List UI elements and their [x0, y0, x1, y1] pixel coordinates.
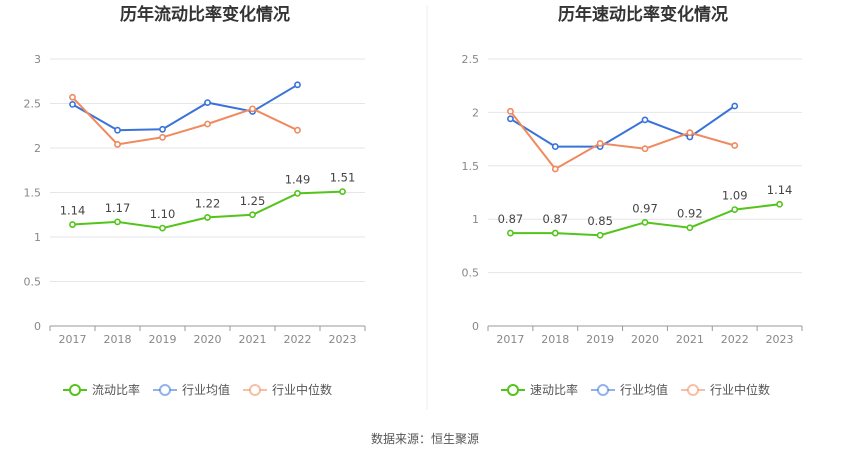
legend-label: 速动比率 — [530, 382, 578, 397]
data-point-avg — [69, 100, 76, 108]
data-point-median — [731, 142, 739, 149]
series-line-median — [71, 96, 298, 146]
data-point-avg — [731, 102, 739, 110]
data-point-main — [507, 229, 514, 237]
chart-title: 历年流动比率变化情况 — [120, 4, 290, 25]
data-point-main — [731, 206, 739, 213]
legend-label: 流动比率 — [92, 382, 140, 397]
y-tick-label: 0 — [472, 320, 479, 333]
source-note: 数据来源：恒生聚源 — [371, 431, 479, 446]
data-label: 0.87 — [542, 212, 568, 226]
data-point-avg — [204, 99, 211, 107]
quick-ratio-chart: 历年速动比率变化情况 0 0.5 1 1.5 2 2.5 2017 2018 2019 2020 20… — [462, 4, 803, 397]
y-tick-label: 2.5 — [462, 53, 480, 66]
x-tick-label: 2021 — [676, 333, 704, 346]
data-label: 1.17 — [105, 201, 131, 215]
data-label: 0.85 — [587, 214, 613, 228]
y-tick-label: 2 — [472, 106, 479, 119]
y-tick-label: 0 — [34, 320, 41, 333]
x-tick-label: 2019 — [149, 333, 177, 346]
legend-marker-median — [249, 384, 261, 396]
legend-marker-main — [507, 384, 519, 396]
data-point-main — [114, 218, 121, 226]
data-point-main — [551, 229, 559, 237]
data-point-main — [339, 188, 346, 196]
y-tick-label: 2 — [34, 142, 41, 155]
data-point-avg — [159, 125, 166, 133]
data-label: 0.92 — [677, 207, 703, 221]
legend-label: 行业均值 — [620, 382, 668, 397]
data-point-median — [294, 126, 301, 134]
legend-label: 行业均值 — [182, 382, 230, 397]
data-point-median — [551, 165, 559, 173]
legend-label: 行业中位数 — [710, 382, 770, 397]
chart-title: 历年速动比率变化情况 — [558, 4, 728, 25]
data-point-main — [249, 211, 256, 219]
x-tick-label: 2022 — [721, 333, 749, 346]
data-point-main — [641, 219, 649, 226]
legend-marker-main — [69, 384, 81, 396]
data-point-main — [776, 200, 783, 208]
data-point-median — [596, 139, 604, 147]
legend-marker-avg — [159, 384, 171, 396]
data-point-avg — [551, 143, 559, 150]
data-point-median — [69, 93, 76, 101]
data-label: 0.87 — [498, 212, 524, 226]
y-tick-label: 0.5 — [24, 276, 42, 289]
data-point-avg — [641, 116, 649, 124]
series-line-median — [509, 110, 735, 171]
y-tick-label: 3 — [34, 53, 41, 66]
y-tick-label: 1.5 — [24, 187, 42, 200]
data-point-main — [596, 231, 604, 239]
data-point-avg — [507, 115, 514, 123]
x-tick-label: 2023 — [766, 333, 794, 346]
x-tick-label: 2020 — [631, 333, 659, 346]
y-tick-label: 1.5 — [462, 160, 480, 173]
data-point-main — [294, 189, 301, 197]
data-label: 1.49 — [285, 172, 311, 186]
data-point-median — [641, 145, 649, 153]
data-point-main — [204, 214, 211, 221]
x-tick-label: 2021 — [239, 333, 267, 346]
legend-marker-avg — [597, 384, 609, 396]
data-point-main — [686, 224, 694, 232]
data-label: 1.09 — [722, 189, 748, 203]
data-point-avg — [294, 81, 301, 89]
data-label: 1.25 — [240, 194, 266, 208]
x-tick-label: 2018 — [541, 333, 569, 346]
data-point-median — [686, 129, 694, 137]
x-tick-label: 2019 — [586, 333, 614, 346]
data-point-median — [507, 107, 514, 115]
x-tick-label: 2018 — [104, 333, 132, 346]
legend-marker-median — [687, 384, 699, 396]
y-tick-label: 1 — [472, 213, 479, 226]
x-tick-label: 2023 — [329, 333, 357, 346]
series-line-avg — [509, 105, 736, 148]
x-tick-label: 2017 — [59, 333, 87, 346]
data-point-median — [249, 105, 256, 113]
current-ratio-chart: 历年流动比率变化情况 0 0.5 1 1.5 2 2.5 3 2017 2018 2019 2020 2… — [24, 4, 366, 397]
data-label: 1.14 — [767, 183, 793, 197]
data-point-avg — [114, 126, 121, 134]
x-tick-label: 2017 — [496, 333, 524, 346]
data-label: 1.51 — [330, 171, 356, 185]
data-point-median — [159, 133, 166, 141]
data-point-median — [204, 120, 211, 128]
x-tick-label: 2020 — [194, 333, 222, 346]
legend-label: 行业中位数 — [272, 382, 332, 397]
y-tick-label: 2.5 — [24, 98, 42, 111]
data-point-main — [69, 221, 76, 228]
data-label: 1.10 — [150, 207, 176, 221]
data-point-median — [114, 141, 121, 148]
data-label: 0.97 — [632, 201, 658, 215]
data-label: 1.14 — [60, 204, 86, 218]
x-tick-label: 2022 — [284, 333, 312, 346]
y-tick-label: 1 — [34, 231, 41, 244]
series-line-avg — [72, 83, 299, 132]
y-tick-label: 0.5 — [462, 267, 480, 280]
data-point-main — [159, 224, 166, 232]
data-label: 1.22 — [195, 196, 221, 210]
